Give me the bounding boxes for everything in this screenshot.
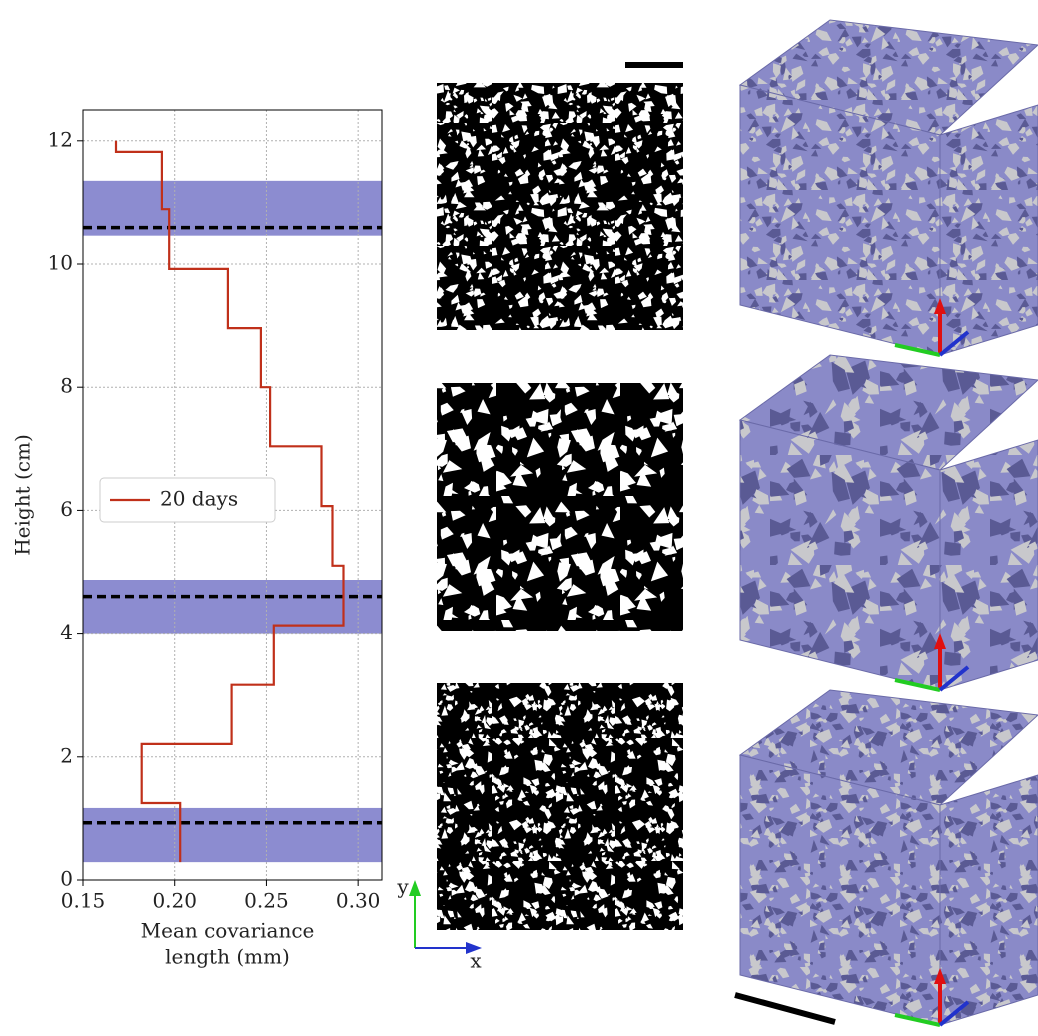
axis-arrow: [894, 678, 941, 692]
y-tick-label: 10: [48, 251, 73, 275]
plot-frame: [82, 109, 383, 881]
x-tick-label: 0.30: [336, 889, 381, 913]
axis-arrow: [934, 633, 946, 649]
x-axis-label: length (mm): [165, 945, 290, 969]
axis-arrow: [938, 330, 970, 357]
x-tick-label: 0.20: [152, 889, 197, 913]
cube-face: [939, 439, 1038, 691]
slice-image: [437, 83, 683, 330]
y-tick-label: 12: [48, 127, 73, 151]
line: [114, 140, 345, 863]
cube-face: [939, 104, 1038, 356]
y-axis-label: Height (cm): [11, 434, 35, 556]
band: [83, 807, 382, 863]
y-tick-label: 6: [60, 497, 73, 521]
axis-arrow: [934, 298, 946, 314]
scale-bar: [734, 992, 836, 1025]
axis-letter: x: [470, 949, 482, 973]
legend-box: [99, 477, 276, 523]
y-tick-label: 2: [60, 743, 73, 767]
axis-arrow: [938, 1000, 970, 1027]
x-tick-label: 0.15: [61, 889, 106, 913]
scale-bar: [625, 62, 683, 68]
cube-face: [939, 774, 1038, 1026]
y-tick-label: 8: [60, 374, 73, 398]
slice-image: [437, 383, 683, 631]
legend-label: 20 days: [160, 487, 238, 511]
volume-render: [738, 19, 1038, 357]
axis-arrow: [938, 665, 970, 692]
coordinate-triad: y x: [396, 875, 482, 973]
x-tick-label: 0.25: [244, 889, 289, 913]
y-tick-label: 4: [60, 620, 73, 644]
volume-render: [738, 354, 1038, 692]
volume-render: [738, 689, 1038, 1027]
axis-letter: y: [396, 875, 409, 899]
axis-arrow: [894, 343, 941, 357]
axis-arrow: [894, 1013, 941, 1027]
slice-image: [437, 683, 683, 930]
axis-arrow: [934, 968, 946, 984]
y-tick-label: 0: [60, 867, 73, 891]
chart: 0 2 4 6 8 10 12 0.15 0.20 0.25 0.30 20 days Height (…: [11, 109, 383, 969]
x-axis-label: Mean covariance: [141, 919, 315, 943]
legend: 20 days: [99, 477, 276, 523]
volume-renders: [738, 19, 1038, 1027]
